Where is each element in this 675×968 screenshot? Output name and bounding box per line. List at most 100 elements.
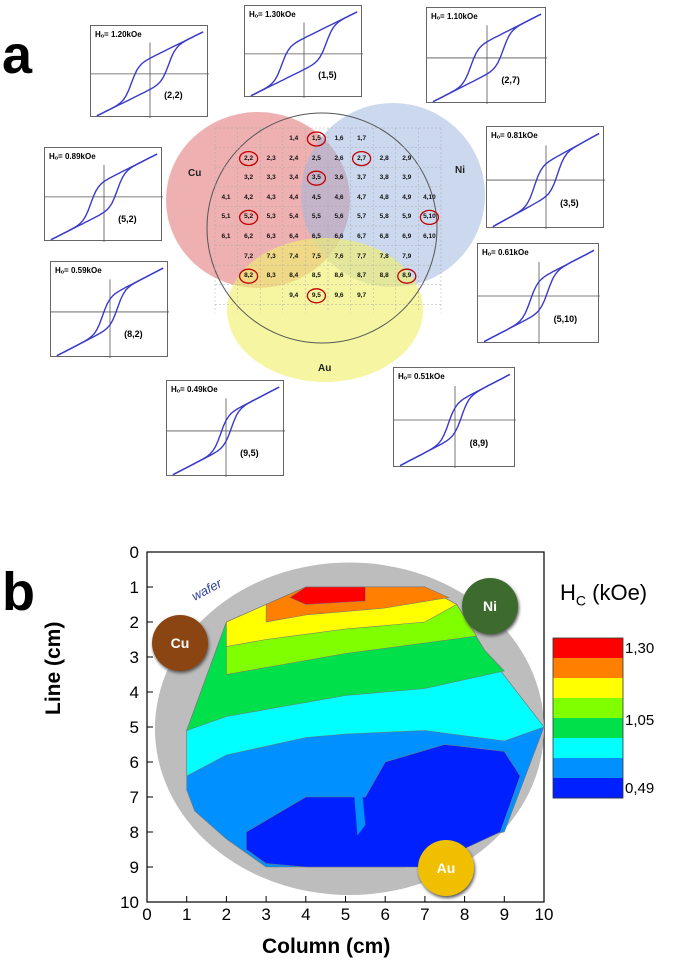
y-tick-label: 2 xyxy=(130,613,139,632)
circled-cell-marker xyxy=(397,268,417,284)
x-tick-label: 10 xyxy=(535,905,554,924)
x-tick-label: 5 xyxy=(341,905,350,924)
colorbar-tick-high: 1,30 xyxy=(625,640,655,657)
hysteresis-inset: Hₒ= 0.61kOe (5,10) xyxy=(477,243,600,344)
y-tick-label: 5 xyxy=(130,718,139,737)
grid-cell-label: 5,10 xyxy=(423,213,436,221)
hysteresis-inset: Hₒ= 1.20kOe (2,2) xyxy=(90,25,209,118)
grid-cell-label: 1,7 xyxy=(357,135,367,142)
circled-cell-marker xyxy=(238,268,259,284)
grid-cell-label: 8,3 xyxy=(266,272,276,280)
colorbar-swatch xyxy=(553,778,623,799)
grid-cell-label: 5,1 xyxy=(221,213,231,221)
y-tick-label: 4 xyxy=(130,683,139,702)
colorbar-title-h: H xyxy=(560,580,576,605)
grid-cell-label: 5,2 xyxy=(244,213,254,221)
colorbar-title: HC (kOe) xyxy=(560,580,647,608)
colorbar-swatch xyxy=(553,658,623,679)
au-label: Au xyxy=(318,363,332,374)
x-tick-label: 9 xyxy=(500,905,509,924)
grid-cell-label: 4,6 xyxy=(334,193,344,201)
hysteresis-inset: Hₒ= 0.51kOe (8,9) xyxy=(393,367,516,468)
grid-cell-label: 3,5 xyxy=(311,174,321,182)
grid-cell-label: 1,6 xyxy=(334,135,344,142)
hysteresis-loop xyxy=(394,373,516,468)
inset-coord-label: (1,5) xyxy=(318,70,337,81)
circled-cell-marker xyxy=(238,150,259,167)
grid-cell-label: 4,1 xyxy=(221,193,231,201)
y-tick-label: 0 xyxy=(130,543,139,562)
grid-cell-label: 4,8 xyxy=(379,193,389,201)
ni-badge: Ni xyxy=(462,578,518,634)
y-tick-label: 6 xyxy=(130,753,139,772)
grid-cell-label: 2,7 xyxy=(357,154,367,162)
grid-cell-label: 4,2 xyxy=(244,193,254,201)
grid-cell-label: 8,8 xyxy=(379,272,389,280)
hysteresis-branch xyxy=(432,13,542,103)
x-tick-label: 6 xyxy=(380,905,389,924)
cu-label: Cu xyxy=(188,168,202,179)
hysteresis-loop xyxy=(51,267,169,358)
hysteresis-loop xyxy=(487,132,605,229)
grid-cell-label: 5,7 xyxy=(357,213,367,221)
grid-cell-label: 1,5 xyxy=(311,135,321,142)
inset-hc-label: Hₒ= 1.20kOe xyxy=(95,30,142,39)
x-tick-label: 1 xyxy=(182,905,191,924)
grid-cell-label: 2,5 xyxy=(311,154,321,162)
x-tick-label: 7 xyxy=(420,905,429,924)
inset-coord-label: (2,7) xyxy=(501,75,520,86)
grid-cell-label: 5,3 xyxy=(266,213,276,221)
grid-cell-label: 6,4 xyxy=(289,233,299,240)
grid-cell-label: 6,10 xyxy=(423,233,436,240)
colorbar-tick-mid: 1,05 xyxy=(625,712,655,729)
inset-hc-label: Hₒ= 0.81kOe xyxy=(491,131,538,140)
panel-a-label: a xyxy=(2,25,33,85)
panel-b-label: b xyxy=(2,562,35,622)
inset-coord-label: (8,9) xyxy=(469,438,489,448)
contour-band xyxy=(245,744,521,868)
hysteresis-branch xyxy=(399,373,511,467)
inset-coord-label: (3,5) xyxy=(560,198,579,209)
grid-cell-label: 5,8 xyxy=(379,213,389,221)
grid-cell-label: 4,7 xyxy=(357,193,367,201)
grid-cell-label: 8,7 xyxy=(357,272,367,280)
circled-cell-marker xyxy=(306,288,327,304)
grid-cell-label: 8,5 xyxy=(311,272,321,280)
y-tick-label: 3 xyxy=(130,648,139,667)
grid-cell-label: 8,9 xyxy=(402,272,412,280)
colorbar-title-unit: (kOe) xyxy=(586,580,648,605)
wafer-grid xyxy=(214,127,442,313)
grid-cell-label: 2,3 xyxy=(266,154,276,162)
contour-band xyxy=(289,586,366,605)
grid-cell-label: 2,4 xyxy=(289,154,299,162)
colorbar-swatch xyxy=(553,698,623,719)
circled-cell-marker xyxy=(306,170,327,186)
x-tick-label: 2 xyxy=(222,905,231,924)
inset-hc-label: Hₒ= 1.10kOe xyxy=(431,12,478,21)
inset-coord-label: (8,2) xyxy=(124,329,143,340)
grid-cell-label: 7,7 xyxy=(357,252,367,260)
venn-diagram xyxy=(166,103,485,382)
grid-cell-label: 6,9 xyxy=(402,233,412,240)
colorbar-swatch xyxy=(553,638,623,659)
grid-cell-label: 6,6 xyxy=(334,233,344,240)
inset-coord-label: (5,2) xyxy=(118,213,137,224)
grid-cell-label: 9,4 xyxy=(289,291,299,299)
inset-coord-label: (9,5) xyxy=(240,448,259,459)
au-region xyxy=(227,238,423,382)
circled-cell-marker xyxy=(306,131,327,147)
grid-cell-label: 6,3 xyxy=(266,233,276,240)
x-tick-label: 4 xyxy=(301,905,310,924)
grid-cell-label: 7,4 xyxy=(289,252,299,260)
colorbar-swatch xyxy=(553,718,623,739)
hysteresis-branch xyxy=(56,267,164,357)
grid-cell-label: 2,2 xyxy=(244,154,254,162)
circled-cell-marker xyxy=(419,209,440,226)
x-axis-title: Column (cm) xyxy=(262,935,391,958)
x-tick-label: 0 xyxy=(142,905,151,924)
grid-cell-label: 4,4 xyxy=(289,193,299,201)
grid-cell-label: 6,1 xyxy=(221,233,231,240)
colorbar-swatch xyxy=(553,738,623,759)
